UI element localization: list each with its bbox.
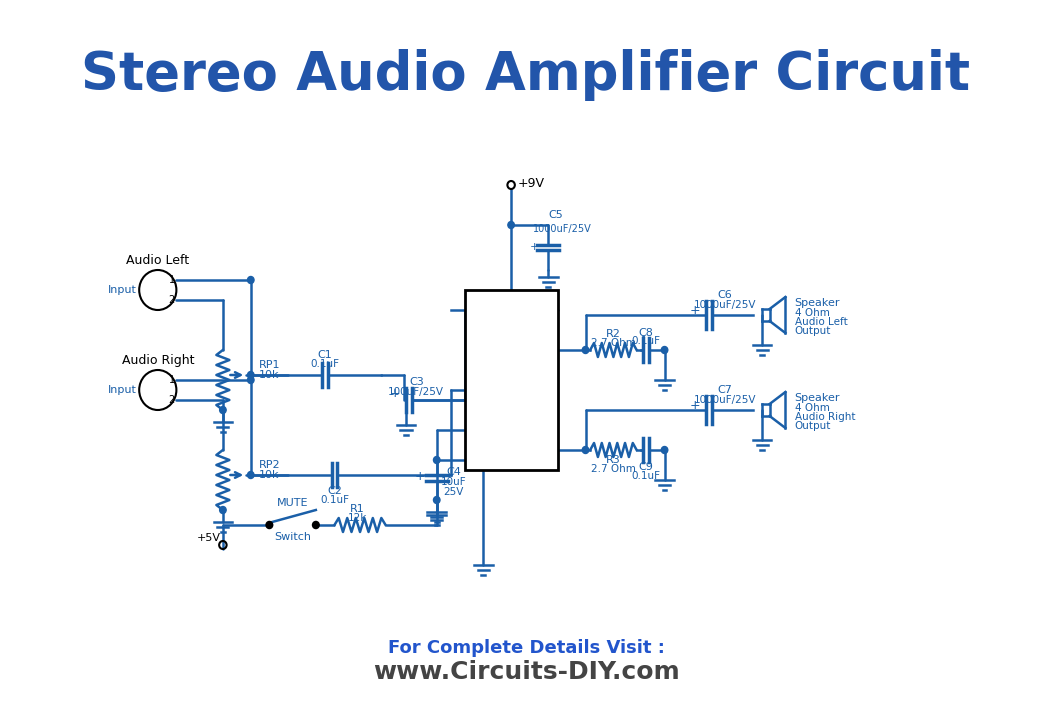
Text: LM4755T: LM4755T xyxy=(480,373,543,387)
Text: 2: 2 xyxy=(469,425,476,435)
Text: Audio Right: Audio Right xyxy=(794,412,855,422)
Text: Audio Left: Audio Left xyxy=(126,253,189,266)
Text: C4: C4 xyxy=(446,467,461,477)
Circle shape xyxy=(433,456,440,464)
Text: 1000uF/25V: 1000uF/25V xyxy=(693,300,756,310)
Text: Switch: Switch xyxy=(275,532,311,542)
Text: 0.1uF: 0.1uF xyxy=(631,336,661,346)
Bar xyxy=(465,290,558,470)
Text: 2: 2 xyxy=(168,295,175,305)
Circle shape xyxy=(582,446,589,454)
Text: 0.1uF: 0.1uF xyxy=(631,471,661,481)
Text: 2.7 Ohm: 2.7 Ohm xyxy=(591,338,635,348)
Text: C3: C3 xyxy=(409,377,424,387)
Text: 1: 1 xyxy=(547,445,553,455)
Text: Output: Output xyxy=(794,326,831,336)
Text: Speaker: Speaker xyxy=(794,298,841,308)
Text: C8: C8 xyxy=(639,328,653,338)
Text: 100uF/25V: 100uF/25V xyxy=(388,387,444,397)
Text: 10k: 10k xyxy=(259,470,280,480)
Text: +9V: +9V xyxy=(518,176,545,189)
Circle shape xyxy=(247,276,254,284)
Circle shape xyxy=(433,497,440,503)
Text: +5V: +5V xyxy=(197,533,221,543)
Text: 12k: 12k xyxy=(348,513,367,523)
Circle shape xyxy=(662,446,668,454)
Text: 5: 5 xyxy=(469,455,476,465)
Text: +: + xyxy=(690,398,701,412)
Text: 4 Ohm: 4 Ohm xyxy=(794,308,830,318)
Text: www.Circuits-DIY.com: www.Circuits-DIY.com xyxy=(372,660,680,684)
Text: 8: 8 xyxy=(547,345,553,355)
Text: C2: C2 xyxy=(327,486,342,496)
Circle shape xyxy=(220,506,226,513)
Text: RP1: RP1 xyxy=(259,360,280,370)
Text: C7: C7 xyxy=(717,385,732,395)
Text: Audio Left: Audio Left xyxy=(794,317,848,327)
Circle shape xyxy=(247,372,254,379)
Text: C6: C6 xyxy=(717,290,732,300)
Text: 1000uF/25V: 1000uF/25V xyxy=(533,224,591,234)
Text: RP2: RP2 xyxy=(259,460,280,470)
Circle shape xyxy=(508,222,514,228)
Text: Input: Input xyxy=(108,385,137,395)
Circle shape xyxy=(662,346,668,354)
Text: 4 Ohm: 4 Ohm xyxy=(794,403,830,413)
Text: 1: 1 xyxy=(168,375,175,385)
Text: 4: 4 xyxy=(547,305,553,315)
Text: +: + xyxy=(529,242,539,252)
Text: C1: C1 xyxy=(318,350,332,360)
Circle shape xyxy=(266,522,272,528)
Text: +: + xyxy=(690,304,701,317)
Text: C5: C5 xyxy=(548,210,563,220)
Circle shape xyxy=(247,472,254,479)
Circle shape xyxy=(220,407,226,413)
Text: R1: R1 xyxy=(350,504,365,514)
Text: Input: Input xyxy=(108,285,137,295)
Text: 2.7 Ohm: 2.7 Ohm xyxy=(591,464,635,474)
Text: 7: 7 xyxy=(469,385,476,395)
Text: 3: 3 xyxy=(469,335,476,345)
Text: +: + xyxy=(389,387,400,400)
Circle shape xyxy=(247,377,254,384)
Text: 10uF: 10uF xyxy=(441,477,466,487)
Circle shape xyxy=(313,522,319,528)
Text: Output: Output xyxy=(794,421,831,431)
Text: R2: R2 xyxy=(606,329,621,339)
Text: 0.1uF: 0.1uF xyxy=(320,495,349,505)
Text: MUTE: MUTE xyxy=(277,498,308,508)
Text: For Complete Details Visit :: For Complete Details Visit : xyxy=(387,639,665,657)
Text: 1000uF/25V: 1000uF/25V xyxy=(693,395,756,405)
Text: 2: 2 xyxy=(168,395,175,405)
Text: 6: 6 xyxy=(469,305,476,315)
Text: Audio Right: Audio Right xyxy=(122,354,194,366)
Text: 25V: 25V xyxy=(443,487,464,497)
Text: Stereo Audio Amplifier Circuit: Stereo Audio Amplifier Circuit xyxy=(81,49,971,101)
Text: 0.1uF: 0.1uF xyxy=(310,359,340,369)
Circle shape xyxy=(582,346,589,354)
Text: 1: 1 xyxy=(168,275,175,285)
Text: C9: C9 xyxy=(639,462,653,472)
Text: +: + xyxy=(414,469,425,482)
Text: Speaker: Speaker xyxy=(794,393,841,403)
Text: 10k: 10k xyxy=(259,370,280,380)
Text: R3: R3 xyxy=(606,455,621,465)
